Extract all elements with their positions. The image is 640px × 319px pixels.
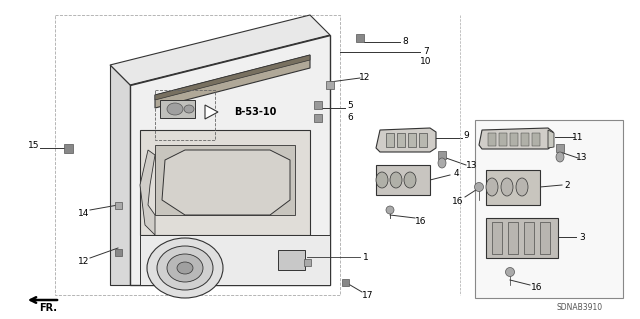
Ellipse shape	[516, 178, 528, 196]
Text: 7: 7	[423, 48, 429, 56]
Ellipse shape	[390, 172, 402, 188]
Ellipse shape	[438, 158, 446, 168]
Text: 11: 11	[572, 132, 584, 142]
Text: 9: 9	[463, 130, 469, 139]
Bar	[386, 133, 394, 147]
Bar	[524, 222, 534, 254]
Bar	[408, 133, 416, 147]
Bar	[314, 114, 322, 122]
Text: 16: 16	[415, 217, 427, 226]
Text: 16: 16	[452, 197, 464, 205]
Bar	[115, 202, 122, 209]
Text: 15: 15	[28, 140, 40, 150]
Polygon shape	[160, 100, 195, 118]
Bar	[475, 120, 623, 298]
Bar	[438, 151, 446, 159]
Text: 16: 16	[531, 284, 543, 293]
Polygon shape	[110, 15, 330, 85]
Polygon shape	[376, 165, 430, 195]
Ellipse shape	[167, 103, 183, 115]
Ellipse shape	[147, 238, 223, 298]
Polygon shape	[155, 55, 310, 108]
Text: 14: 14	[78, 210, 90, 219]
Text: 13: 13	[576, 153, 588, 162]
Text: 4: 4	[453, 169, 459, 179]
Ellipse shape	[404, 172, 416, 188]
Bar	[155, 90, 215, 140]
Polygon shape	[155, 55, 310, 100]
Bar	[510, 133, 518, 146]
Bar	[314, 101, 322, 109]
Ellipse shape	[184, 105, 194, 113]
Polygon shape	[486, 218, 558, 258]
Polygon shape	[130, 35, 330, 285]
Bar	[397, 133, 405, 147]
Polygon shape	[155, 145, 295, 215]
Ellipse shape	[167, 254, 203, 282]
Polygon shape	[205, 105, 218, 119]
Text: 12: 12	[359, 73, 371, 83]
Polygon shape	[548, 130, 554, 148]
Ellipse shape	[486, 178, 498, 196]
Text: 13: 13	[467, 160, 477, 169]
Polygon shape	[376, 128, 436, 152]
Text: 3: 3	[579, 233, 585, 241]
Polygon shape	[278, 250, 305, 270]
Ellipse shape	[501, 178, 513, 196]
Bar	[115, 249, 122, 256]
Bar	[492, 222, 502, 254]
Ellipse shape	[376, 172, 388, 188]
Polygon shape	[140, 235, 330, 285]
Polygon shape	[479, 128, 553, 149]
Ellipse shape	[474, 182, 483, 191]
Bar	[303, 258, 310, 265]
Polygon shape	[486, 170, 540, 205]
Text: 17: 17	[362, 291, 374, 300]
Text: 10: 10	[420, 57, 432, 66]
Polygon shape	[110, 65, 130, 285]
Bar	[356, 34, 364, 42]
Polygon shape	[162, 150, 290, 215]
Ellipse shape	[506, 268, 515, 277]
Text: 6: 6	[347, 114, 353, 122]
Bar	[499, 133, 507, 146]
Bar	[488, 133, 496, 146]
Ellipse shape	[386, 206, 394, 214]
Bar	[63, 144, 72, 152]
Text: 5: 5	[347, 100, 353, 109]
Ellipse shape	[157, 246, 213, 290]
Ellipse shape	[177, 262, 193, 274]
Text: 2: 2	[564, 181, 570, 189]
Text: 8: 8	[402, 38, 408, 47]
Polygon shape	[140, 150, 155, 235]
Text: 12: 12	[78, 257, 90, 266]
Text: 1: 1	[363, 253, 369, 262]
Text: B-53-10: B-53-10	[234, 107, 276, 117]
Bar	[342, 278, 349, 286]
Bar	[326, 81, 334, 89]
Bar	[508, 222, 518, 254]
Bar	[419, 133, 427, 147]
Bar	[532, 133, 540, 146]
Polygon shape	[140, 130, 310, 235]
Bar	[540, 222, 550, 254]
Bar	[521, 133, 529, 146]
Bar	[556, 144, 564, 152]
Text: FR.: FR.	[39, 303, 57, 313]
Text: SDNAB3910: SDNAB3910	[557, 303, 603, 313]
Bar	[55, 15, 340, 295]
Ellipse shape	[556, 152, 564, 162]
